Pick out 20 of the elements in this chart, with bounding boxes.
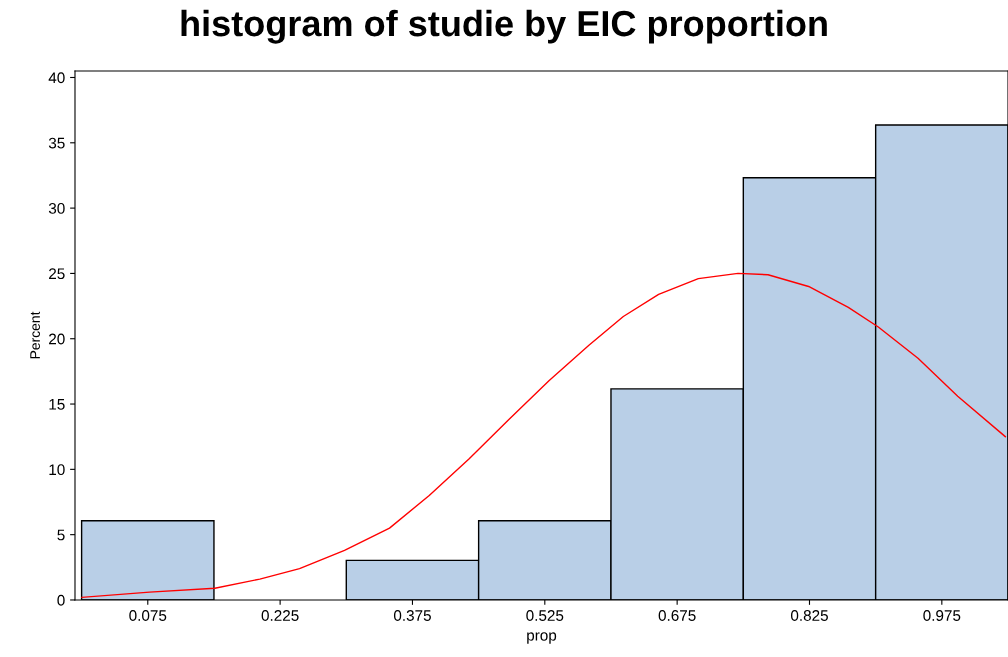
x-tick-label: 0.075 (129, 610, 167, 621)
y-axis-title: Percent (30, 311, 40, 359)
x-axis-title: prop (527, 632, 557, 644)
y-tick-label: 15 (49, 399, 65, 410)
x-tick-label: 0.525 (526, 610, 564, 621)
x-tick-label: 0.225 (261, 610, 299, 621)
x-tick-label: 0.675 (658, 610, 696, 621)
x-tick-label: 0.375 (393, 610, 431, 621)
y-tick-label: 40 (48, 72, 65, 84)
y-tick-label: 35 (48, 137, 65, 149)
y-tick-label: 30 (48, 202, 65, 214)
y-tick-label: 10 (49, 464, 65, 476)
x-tick-label: 0.975 (923, 610, 961, 621)
y-tick-label: 0 (57, 594, 65, 606)
y-tick-label: 25 (49, 268, 65, 280)
x-tick-label: 0.825 (790, 610, 828, 621)
y-tick-label: 5 (57, 529, 65, 541)
y-tick-label: 20 (49, 333, 65, 345)
chart-title: histogram of studie by EIC proportion (181, 9, 827, 44)
line-series (81, 272, 1007, 599)
